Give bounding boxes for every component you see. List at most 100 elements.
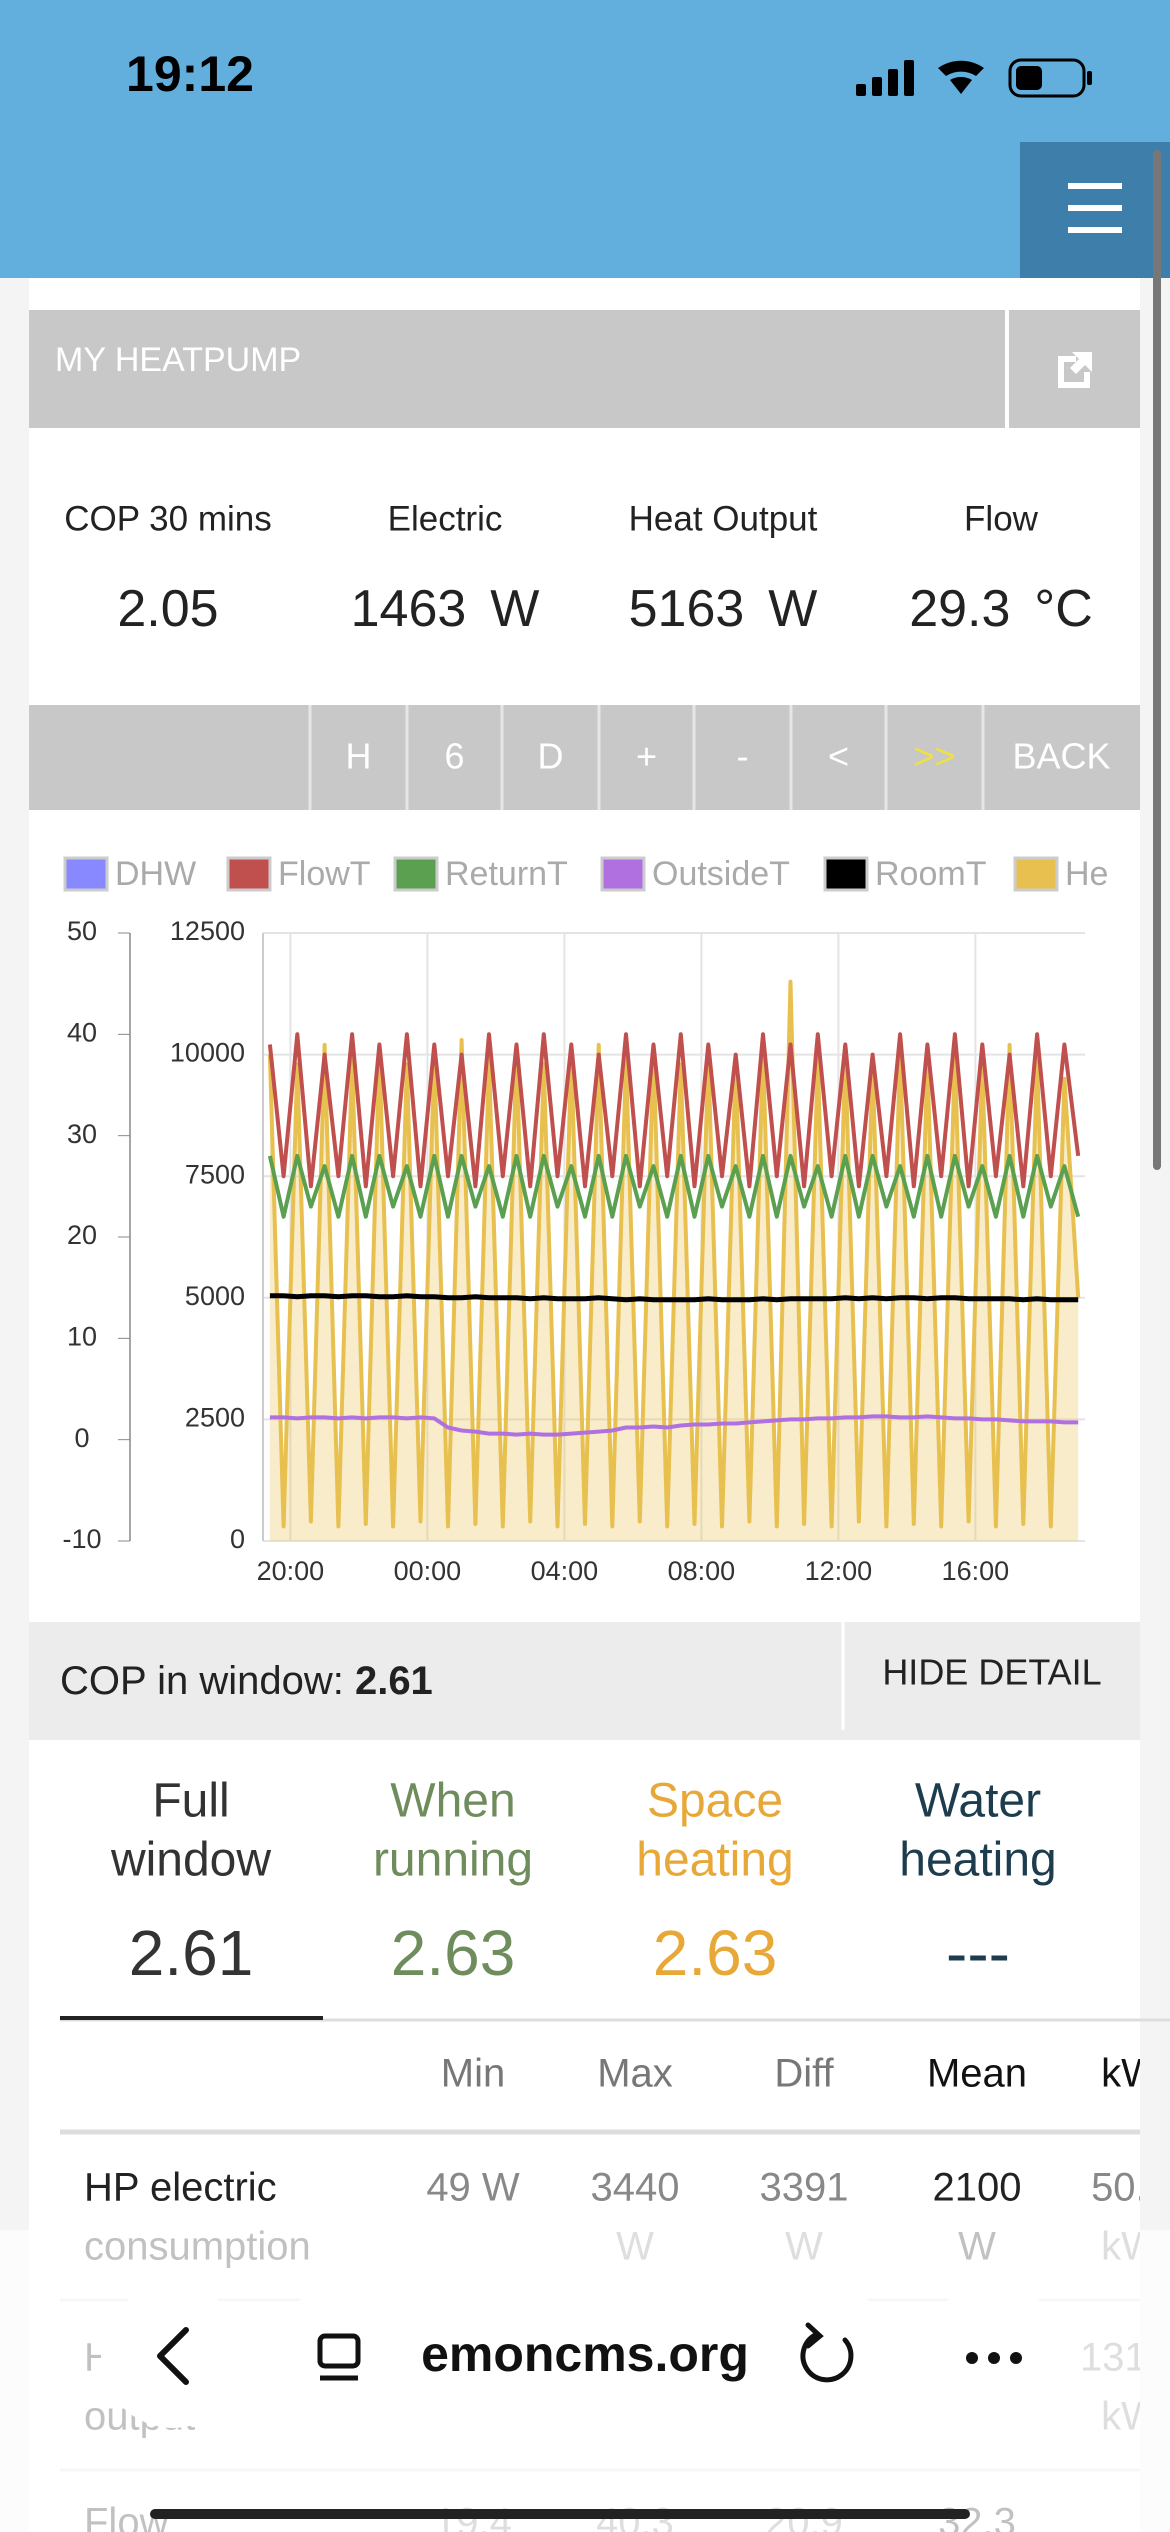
content xyxy=(29,278,1140,2532)
y2-tick-label: 2500 xyxy=(185,1403,245,1433)
stat-value: 1463 W xyxy=(351,580,540,638)
stat-label: Flow xyxy=(964,499,1039,538)
y2-tick-label: 10000 xyxy=(170,1038,245,1068)
x-tick-label: 20:00 xyxy=(257,1556,325,1586)
reload-icon[interactable] xyxy=(800,2322,854,2383)
x-tick-label: 00:00 xyxy=(394,1556,462,1586)
y-tick-label: 50 xyxy=(67,916,97,946)
range-button[interactable]: + xyxy=(636,736,657,777)
cop-bar xyxy=(29,1622,1140,1740)
legend-label: ReturnT xyxy=(445,855,568,893)
column-header: kW xyxy=(1101,2052,1159,2096)
share-icon xyxy=(1058,352,1092,388)
legend-swatch xyxy=(1013,856,1059,892)
x-tick-label: 08:00 xyxy=(668,1556,736,1586)
scrollbar xyxy=(1153,150,1161,1170)
range-button[interactable]: 6 xyxy=(444,736,464,777)
stat-value: 29.3 °C xyxy=(909,580,1093,638)
tab-label[interactable]: When xyxy=(390,1775,515,1828)
stat-number: 1463 xyxy=(351,580,467,638)
stat-label: COP 30 mins xyxy=(64,499,272,538)
y2-tick-label: 5000 xyxy=(185,1281,245,1311)
tab-label[interactable]: window xyxy=(110,1834,271,1887)
legend-swatch xyxy=(63,856,109,892)
cell: 50.3 xyxy=(1091,2166,1169,2210)
y-tick-label: 0 xyxy=(74,1423,89,1453)
status-icons xyxy=(856,58,1092,98)
tab-label[interactable]: heating xyxy=(899,1834,1056,1887)
cop-value: 2.61 xyxy=(355,1659,433,1703)
cell: 49 W xyxy=(426,2166,520,2210)
tab-label[interactable]: heating xyxy=(636,1834,793,1887)
url: emoncms.org xyxy=(421,2326,749,2382)
stat-number: 2.05 xyxy=(117,580,218,638)
row-label: HP electric xyxy=(84,2166,277,2210)
back-icon xyxy=(157,2327,189,2385)
series-line xyxy=(269,1293,1079,1303)
tab-label[interactable]: running xyxy=(373,1834,533,1887)
stat-label: Electric xyxy=(388,499,503,538)
stat-unit: W xyxy=(490,580,539,638)
series-line xyxy=(267,979,1081,1529)
range-button[interactable]: D xyxy=(538,736,564,777)
tab-value: --- xyxy=(946,1917,1010,1989)
y2-tick-label: 12500 xyxy=(170,916,245,946)
legend-label: OutsideT xyxy=(652,855,790,893)
column-header: Mean xyxy=(927,2052,1027,2096)
column-header: Max xyxy=(597,2052,673,2096)
range-button[interactable]: < xyxy=(828,736,849,777)
stat-number: 5163 xyxy=(629,580,745,638)
back-button[interactable] xyxy=(101,2284,245,2428)
tab-label[interactable]: Full xyxy=(152,1775,229,1828)
hide-detail-button[interactable]: HIDE DETAIL xyxy=(882,1652,1101,1693)
area xyxy=(269,981,1079,1541)
legend-swatch xyxy=(393,856,439,892)
button-bar xyxy=(29,705,1140,810)
stat-unit: °C xyxy=(1034,580,1092,638)
tab-label[interactable]: Space xyxy=(647,1775,783,1828)
range-button[interactable]: H xyxy=(346,736,372,777)
stat-unit: W xyxy=(768,580,817,638)
tab-label[interactable]: Water xyxy=(915,1775,1041,1828)
legend: DHW FlowT ReturnT OutsideT RoomT He xyxy=(63,855,1108,893)
stat-value: 5163 W xyxy=(629,580,818,638)
series-line xyxy=(267,1032,1081,1189)
y-tick-label: -10 xyxy=(62,1524,101,1554)
cop-window: COP in window: 2.61 xyxy=(60,1659,433,1703)
top-bar xyxy=(0,0,1170,278)
url-bar[interactable] xyxy=(271,2288,897,2424)
column-header: Diff xyxy=(774,2052,834,2096)
range-button[interactable]: - xyxy=(737,736,749,777)
legend-label: He xyxy=(1065,855,1108,893)
stat-number: 29.3 xyxy=(909,580,1010,638)
series-line xyxy=(267,1153,1081,1219)
legend-swatch xyxy=(600,856,646,892)
stat-label: Heat Output xyxy=(629,499,818,538)
legend-swatch xyxy=(226,856,272,892)
home-indicator xyxy=(150,2509,970,2519)
tab-value: 2.63 xyxy=(391,1917,516,1989)
reader-icon xyxy=(317,2333,361,2381)
stat-value: 2.05 xyxy=(117,580,218,638)
range-button[interactable]: BACK xyxy=(1012,736,1110,777)
header-bar xyxy=(29,310,1005,428)
cell: 2100 xyxy=(933,2166,1022,2210)
clock: 19:12 xyxy=(126,46,254,102)
legend-label: FlowT xyxy=(278,855,371,893)
tab-value: 2.63 xyxy=(653,1917,778,1989)
y2-tick-label: 7500 xyxy=(185,1159,245,1189)
range-button[interactable]: >> xyxy=(913,736,955,777)
cell: 3391 xyxy=(760,2166,849,2210)
menu-icon xyxy=(1068,183,1122,233)
x-tick-label: 12:00 xyxy=(805,1556,873,1586)
tab-value: 2.61 xyxy=(129,1917,254,1989)
series-line xyxy=(269,1414,1079,1437)
y2-tick-label: 0 xyxy=(230,1524,245,1554)
y-tick-label: 10 xyxy=(67,1321,97,1351)
x-tick-label: 04:00 xyxy=(531,1556,599,1586)
header-title: MY HEATPUMP xyxy=(55,341,301,379)
y-tick-label: 30 xyxy=(67,1119,97,1149)
cop-label: COP in window: xyxy=(60,1659,355,1703)
y-tick-label: 20 xyxy=(67,1220,97,1250)
